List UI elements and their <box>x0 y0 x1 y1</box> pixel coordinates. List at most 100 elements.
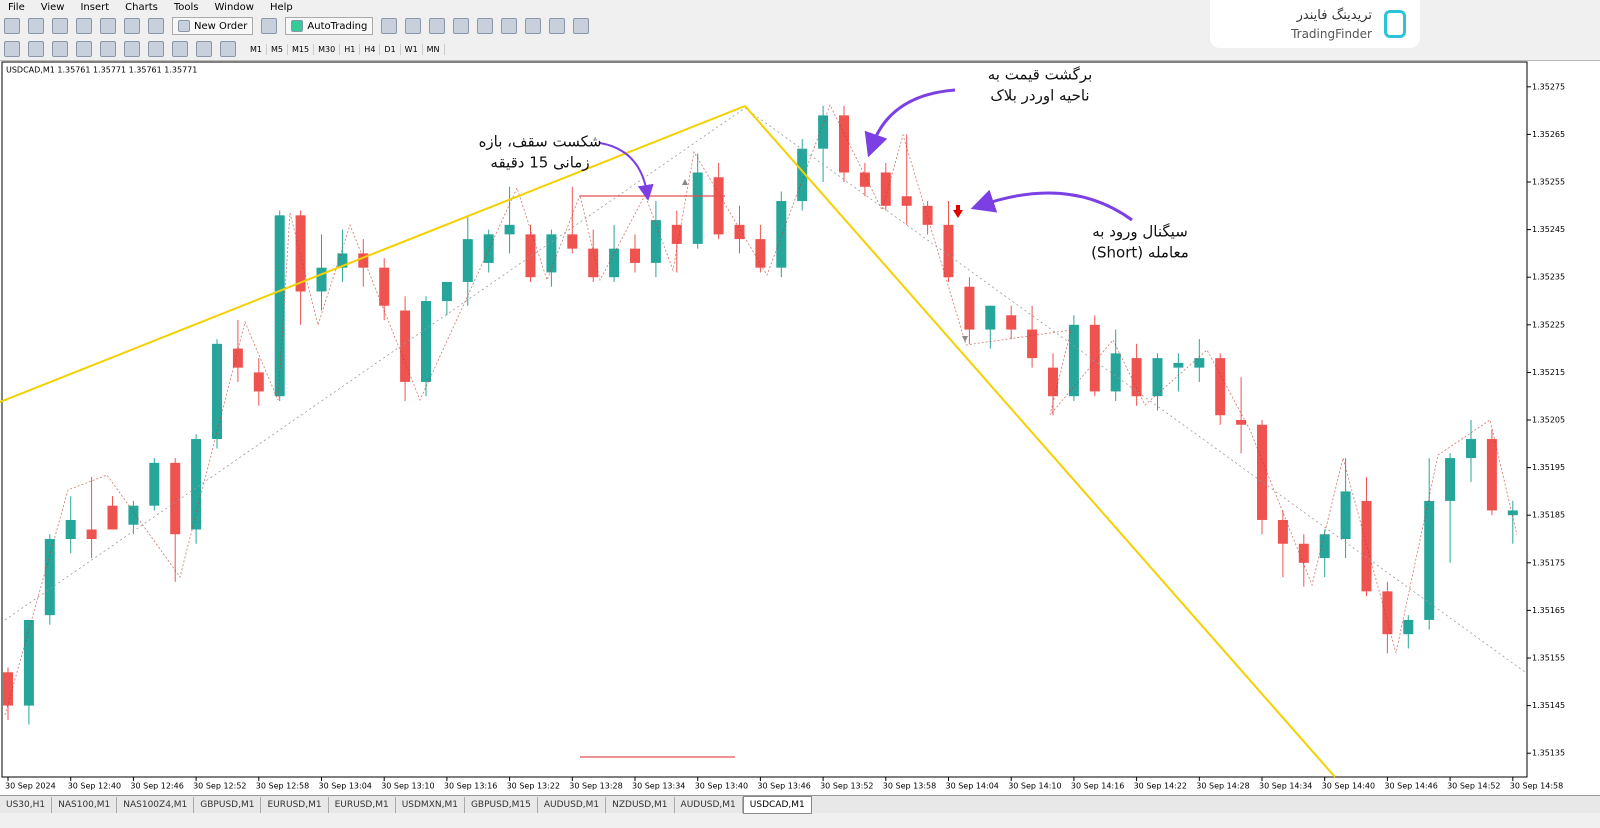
timeframe-button[interactable]: M30 <box>314 43 341 55</box>
icon[interactable] <box>148 41 164 57</box>
autotrading-button[interactable]: AutoTrading <box>285 17 374 35</box>
y-tick-label: 1.35215 <box>1532 368 1565 377</box>
icon[interactable] <box>525 18 542 34</box>
chart-tab[interactable]: EURUSD,M1 <box>261 796 329 813</box>
candle-body <box>1340 491 1351 539</box>
candle-body <box>692 172 703 244</box>
candle-body <box>1068 324 1079 397</box>
icon[interactable] <box>429 18 446 34</box>
timeframe-button[interactable]: H4 <box>360 43 381 55</box>
y-tick-label: 1.35135 <box>1532 749 1565 758</box>
y-tick-label: 1.35175 <box>1532 558 1565 567</box>
icon[interactable] <box>405 18 422 34</box>
icon[interactable] <box>124 18 140 34</box>
candle-body <box>107 505 118 530</box>
menu-bar: File View Insert Charts Tools Window Help <box>0 0 1600 14</box>
menu-item[interactable]: Help <box>269 1 293 13</box>
chart-tab[interactable]: NAS100,M1 <box>52 796 118 813</box>
x-tick-label: 30 Sep 14:40 <box>1322 782 1375 791</box>
timeframe-button[interactable]: M1 <box>246 43 267 55</box>
candle-body <box>734 224 745 240</box>
menu-item[interactable]: Charts <box>125 1 158 13</box>
chart-tab[interactable]: NAS100Z4,M1 <box>117 796 195 813</box>
icon[interactable] <box>573 18 590 34</box>
new-order-button[interactable]: New Order <box>172 17 254 35</box>
y-tick-label: 1.35165 <box>1532 606 1565 615</box>
x-tick-label: 30 Sep 14:28 <box>1196 782 1249 791</box>
icon[interactable] <box>453 18 470 34</box>
timeframe-button[interactable]: W1 <box>401 43 423 55</box>
chart-tab[interactable]: GBPUSD,M1 <box>194 796 262 813</box>
y-tick-label: 1.35155 <box>1532 654 1565 663</box>
menu-item[interactable]: View <box>40 1 65 13</box>
icon[interactable] <box>52 41 68 57</box>
candle-body <box>191 439 202 530</box>
chart-tab[interactable]: EURUSD,M1 <box>329 796 396 813</box>
icon[interactable] <box>4 18 20 34</box>
menu-item[interactable]: Insert <box>80 1 110 13</box>
icon[interactable] <box>381 18 398 34</box>
icon[interactable] <box>100 18 116 34</box>
annotation: شکست سقف، بازه <box>479 133 602 151</box>
chart-tab[interactable]: USDMXN,M1 <box>396 796 465 813</box>
x-tick-label: 30 Sep 14:04 <box>946 782 999 791</box>
timeframe-button[interactable]: H1 <box>340 43 361 55</box>
candle-body <box>1507 510 1518 516</box>
chart-tab[interactable]: USDCAD,M1 <box>742 795 812 814</box>
icon[interactable] <box>100 41 116 57</box>
icon[interactable] <box>501 18 518 34</box>
candle-body <box>1445 458 1456 501</box>
timeframe-button[interactable]: D1 <box>380 43 401 55</box>
icon[interactable] <box>220 41 236 57</box>
icon[interactable] <box>28 41 44 57</box>
icon[interactable] <box>76 41 92 57</box>
icon[interactable] <box>172 41 188 57</box>
menu-item[interactable]: Tools <box>173 1 199 13</box>
y-tick-label: 1.35265 <box>1532 130 1565 139</box>
candle-body <box>630 248 640 263</box>
x-tick-label: 30 Sep 13:28 <box>569 782 622 791</box>
icon[interactable] <box>52 18 68 34</box>
candle-body <box>901 196 912 206</box>
candle-body <box>421 301 431 382</box>
candle-body <box>1466 439 1476 459</box>
candle-body <box>776 201 787 268</box>
x-tick-label: 30 Sep 14:22 <box>1134 782 1187 791</box>
chart-tab[interactable]: GBPUSD,M15 <box>465 796 538 813</box>
candle-body <box>525 234 536 278</box>
watermark: تریدینگ فایندر TradingFinder <box>1210 0 1420 48</box>
icon[interactable] <box>261 18 278 34</box>
candle-body <box>1403 619 1414 635</box>
candle-body <box>1131 358 1142 397</box>
icon[interactable] <box>76 18 92 34</box>
x-tick-label: 30 Sep 12:58 <box>256 782 309 791</box>
chart-tab[interactable]: US30,H1 <box>0 796 53 813</box>
candle-body <box>1257 424 1267 520</box>
x-tick-label: 30 Sep 12:40 <box>68 782 121 791</box>
menu-item[interactable]: Window <box>214 1 254 13</box>
chart-tab[interactable]: NZDUSD,M1 <box>606 796 675 813</box>
timeframe-button[interactable]: M5 <box>267 43 288 55</box>
candle-body <box>1215 358 1226 416</box>
icon[interactable] <box>196 41 212 57</box>
icon[interactable] <box>477 18 494 34</box>
x-tick-label: 30 Sep 13:10 <box>381 782 434 791</box>
x-tick-label: 30 Sep 2024 <box>5 782 56 791</box>
icon[interactable] <box>549 18 566 34</box>
chart-tab[interactable]: AUDUSD,M1 <box>538 796 607 813</box>
timeframe-button[interactable]: M15 <box>288 43 315 55</box>
candle-body <box>985 305 996 330</box>
icon[interactable] <box>148 18 164 34</box>
menu-item[interactable]: File <box>8 1 25 13</box>
chart-tab[interactable]: AUDUSD,M1 <box>675 796 743 813</box>
annotation: معامله (Short) <box>1091 244 1189 262</box>
candle-body <box>1382 591 1393 635</box>
icon[interactable] <box>4 41 20 57</box>
candle-body <box>1027 329 1038 359</box>
icon[interactable] <box>124 41 140 57</box>
candle-body <box>379 267 390 306</box>
candle-body <box>1089 324 1100 392</box>
timeframe-button[interactable]: MN <box>423 43 445 55</box>
icon[interactable] <box>28 18 44 34</box>
candle-body <box>149 462 160 506</box>
